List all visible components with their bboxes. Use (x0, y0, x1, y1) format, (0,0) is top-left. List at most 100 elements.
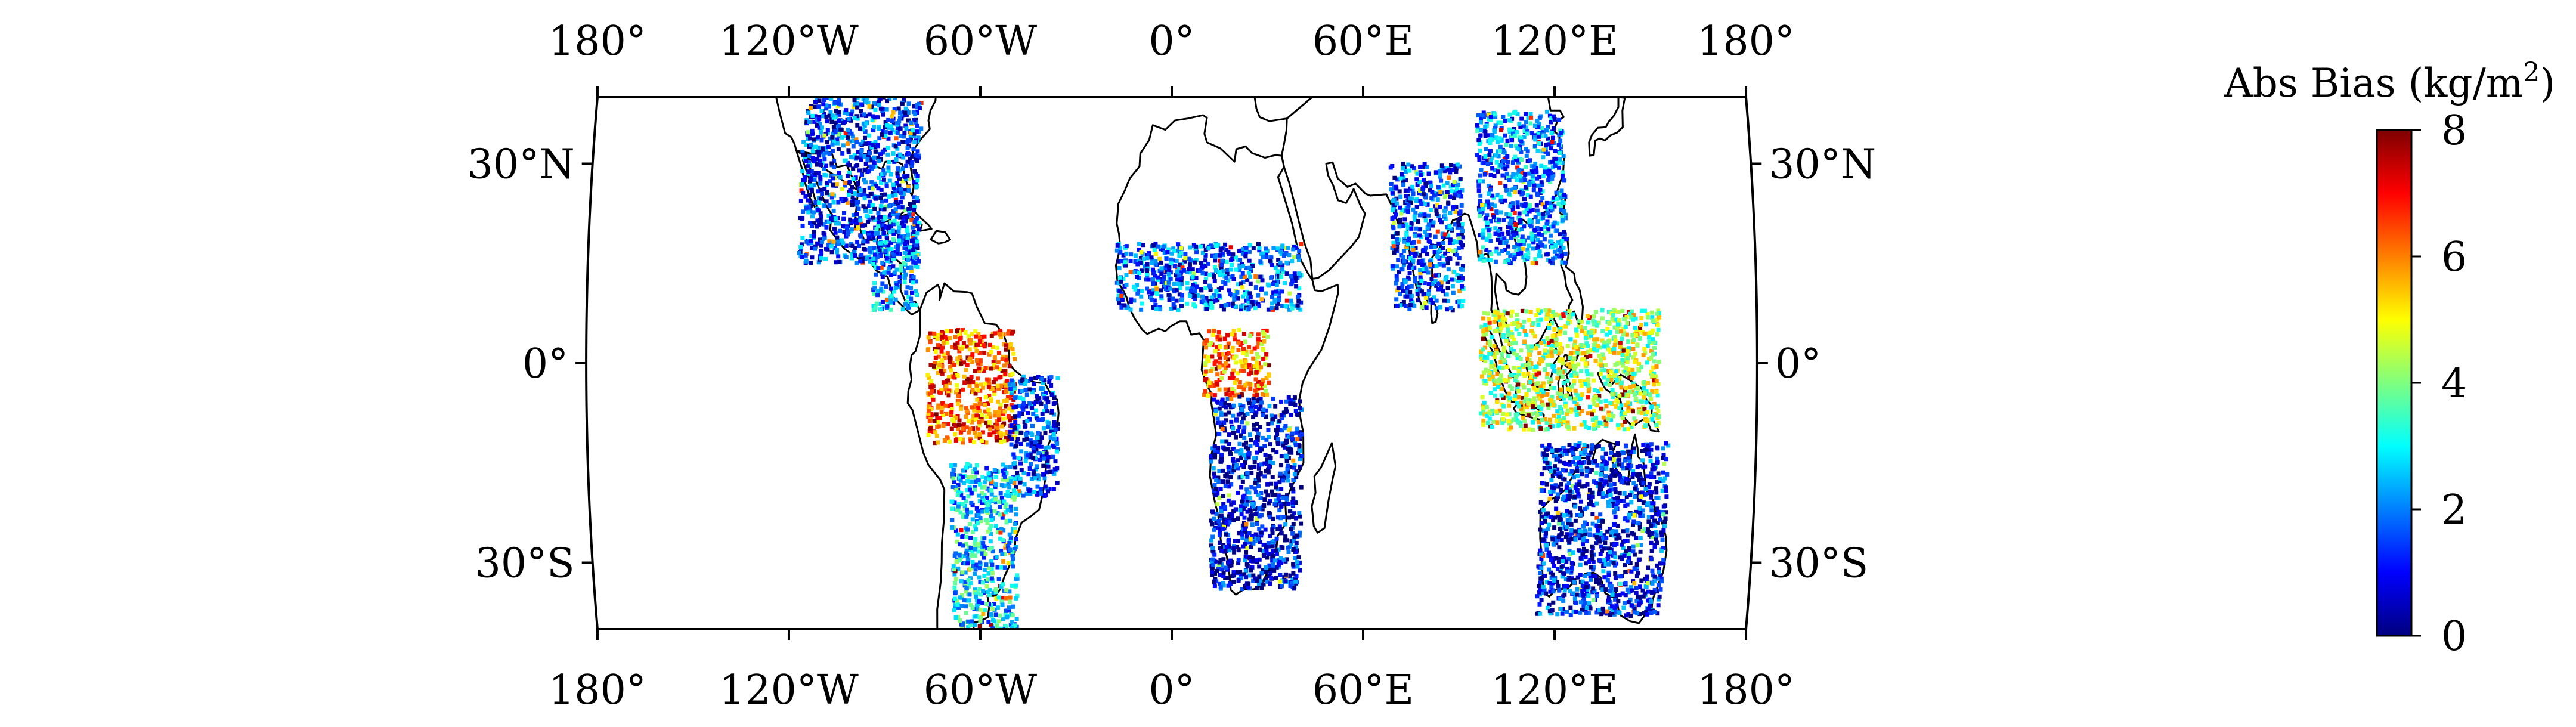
bias-point (1031, 471, 1036, 476)
bias-point (892, 270, 897, 275)
bias-point (1439, 280, 1444, 285)
bias-point (1249, 516, 1254, 521)
bias-point (877, 235, 882, 240)
bias-point (819, 138, 824, 143)
bias-point (1391, 266, 1395, 271)
bias-point (1210, 548, 1215, 553)
bias-point (874, 184, 878, 188)
bias-point (1021, 493, 1026, 498)
bias-point (1250, 502, 1255, 506)
bias-point (1212, 455, 1217, 460)
bias-point (1267, 380, 1271, 385)
bias-point (878, 253, 883, 258)
bias-point (1146, 277, 1151, 282)
bias-point (859, 193, 864, 197)
bias-point (841, 143, 846, 148)
bias-point (908, 202, 912, 206)
bias-point (833, 216, 838, 221)
bias-point (853, 253, 857, 258)
bias-point (1013, 414, 1017, 419)
bias-point (973, 431, 977, 435)
bias-point (870, 142, 875, 147)
bias-point (1292, 472, 1297, 477)
bias-point (1243, 568, 1248, 573)
bias-point (900, 220, 905, 225)
bias-point (1210, 546, 1215, 550)
bias-point (1241, 351, 1246, 355)
bias-point (1055, 426, 1060, 431)
bias-point (1002, 475, 1007, 479)
bias-point (1453, 248, 1458, 253)
bias-point (1002, 483, 1007, 488)
bias-point (942, 355, 947, 360)
bias-point (1394, 247, 1398, 252)
bias-point (884, 284, 888, 289)
bias-point (886, 270, 891, 275)
bias-point (993, 475, 998, 480)
bias-point (1287, 253, 1292, 258)
bias-point (832, 227, 837, 231)
bias-point (1010, 437, 1014, 441)
bias-point (863, 135, 868, 140)
bias-point (1005, 478, 1010, 482)
bias-point (1244, 445, 1249, 450)
bias-point (1287, 509, 1292, 514)
bias-point (978, 566, 983, 571)
bias-point (914, 289, 918, 293)
bias-point (1442, 232, 1447, 237)
bias-point (911, 147, 916, 151)
bias-point (964, 604, 968, 609)
bias-point (1265, 493, 1270, 498)
bias-point (838, 175, 843, 180)
bias-point (980, 496, 985, 500)
bias-point (1264, 328, 1269, 333)
bias-point (888, 258, 893, 263)
bias-point (1014, 443, 1018, 448)
bias-point (1249, 471, 1254, 475)
bias-point (1423, 218, 1428, 223)
bias-point (1297, 511, 1302, 516)
bias-point (1233, 539, 1237, 543)
bias-point (903, 302, 908, 307)
bias-point (1002, 499, 1007, 504)
bias-point (980, 430, 985, 435)
bias-point (1402, 259, 1407, 264)
bias-point (1403, 208, 1408, 213)
bias-point (1420, 164, 1425, 169)
bias-point (1241, 387, 1246, 392)
bias-point (919, 126, 924, 131)
bias-point (1008, 535, 1013, 540)
bias-point (1151, 281, 1156, 286)
bias-point (1051, 432, 1056, 437)
bias-point (1169, 257, 1174, 262)
bias-point (842, 110, 847, 115)
bias-point (1253, 512, 1258, 516)
bias-point (1261, 542, 1266, 547)
bias-point (891, 151, 896, 156)
bias-point (1041, 463, 1046, 468)
bias-point (915, 154, 920, 159)
bias-point (964, 589, 968, 594)
bias-point (892, 218, 897, 223)
bias-point (1264, 352, 1269, 357)
bias-point (993, 482, 998, 487)
bias-point (1218, 530, 1222, 535)
bias-point (1005, 490, 1010, 494)
bias-point (963, 330, 968, 335)
bias-point (891, 264, 896, 269)
bias-point (1023, 388, 1028, 392)
bias-point (877, 126, 881, 131)
bias-point (1420, 187, 1425, 191)
bias-point (1049, 409, 1054, 413)
bias-point (822, 204, 827, 209)
bias-point (1238, 451, 1243, 456)
bias-point (959, 346, 964, 351)
bias-point (859, 157, 863, 162)
bias-point (911, 280, 915, 285)
bias-point (1050, 443, 1055, 448)
bias-point (853, 153, 857, 158)
bias-point (1239, 304, 1243, 309)
bias-point (1009, 442, 1014, 447)
bias-point (979, 509, 984, 514)
bias-point (891, 209, 896, 214)
